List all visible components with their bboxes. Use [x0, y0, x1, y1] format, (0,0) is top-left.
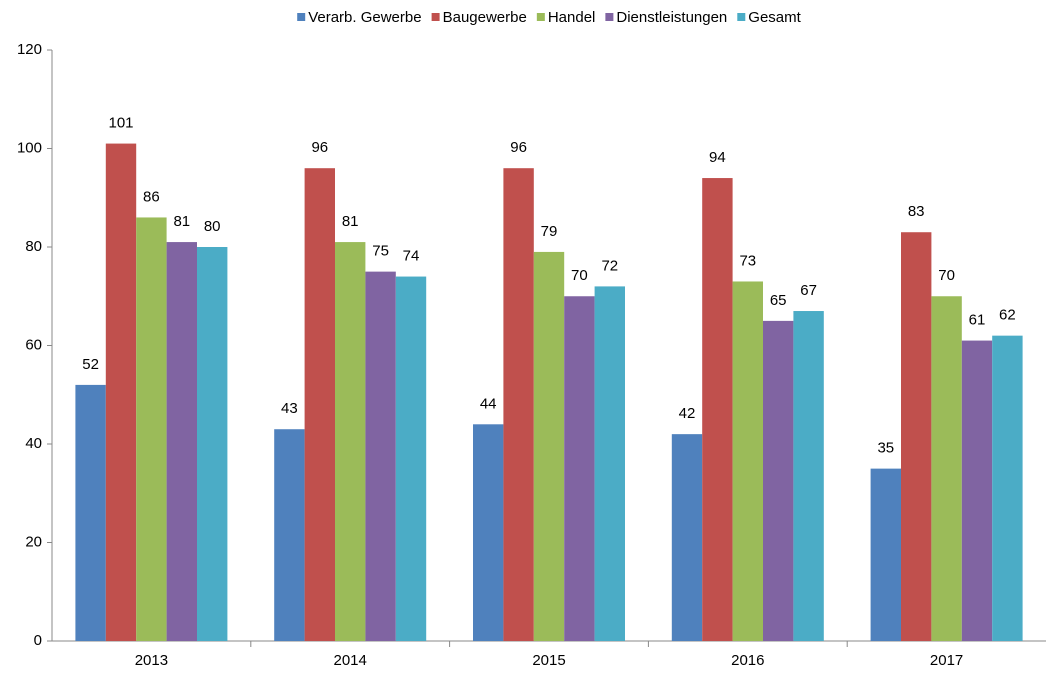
data-label: 74 — [403, 248, 420, 265]
legend-swatch — [737, 13, 746, 21]
bar — [166, 242, 197, 641]
legend-swatch — [297, 13, 306, 21]
bar — [671, 434, 703, 641]
bar — [274, 429, 305, 641]
bar — [702, 178, 733, 642]
bar — [197, 247, 228, 641]
data-label: 80 — [204, 218, 221, 235]
data-label: 79 — [541, 223, 558, 240]
data-label: 70 — [571, 267, 588, 284]
y-tick-label: 0 — [34, 632, 42, 649]
y-tick-label: 40 — [25, 435, 42, 452]
bar — [870, 468, 901, 641]
y-tick-label: 120 — [17, 41, 42, 58]
bar — [564, 296, 595, 641]
bar — [732, 281, 763, 641]
data-label: 44 — [480, 395, 497, 412]
bar — [533, 251, 565, 642]
data-label: 43 — [281, 400, 298, 417]
legend-swatch — [431, 13, 440, 21]
legend-label: Baugewerbe — [443, 9, 527, 26]
bar — [793, 311, 824, 641]
data-label: 67 — [800, 282, 817, 299]
x-tick-label: 2014 — [334, 652, 367, 669]
bar — [395, 276, 427, 641]
bar — [763, 320, 794, 641]
legend-swatch — [605, 13, 614, 21]
data-label: 72 — [601, 257, 618, 274]
x-tick-label: 2017 — [930, 652, 963, 669]
x-tick-label: 2016 — [731, 652, 764, 669]
y-tick-label: 80 — [25, 238, 42, 255]
data-label: 96 — [510, 139, 527, 156]
data-label: 101 — [108, 115, 133, 132]
data-label: 70 — [938, 267, 955, 284]
data-label: 81 — [173, 213, 190, 230]
y-tick-label: 60 — [25, 336, 42, 353]
bar — [365, 271, 396, 641]
data-label: 61 — [969, 312, 986, 329]
bar — [961, 340, 993, 641]
bar — [992, 335, 1023, 641]
data-label: 96 — [311, 139, 328, 156]
y-tick-label: 100 — [17, 139, 42, 156]
data-label: 83 — [908, 203, 925, 220]
data-label: 65 — [770, 292, 787, 309]
bar — [503, 168, 534, 641]
data-label: 94 — [709, 149, 726, 166]
bar — [473, 424, 504, 641]
data-label: 81 — [342, 213, 359, 230]
bar — [931, 296, 962, 641]
legend-label: Dienstleistungen — [616, 9, 727, 26]
bar — [335, 242, 366, 641]
data-label: 35 — [877, 440, 894, 457]
bar — [75, 384, 106, 641]
data-label: 73 — [739, 252, 756, 269]
data-label: 52 — [82, 356, 99, 373]
legend-label: Gesamt — [748, 9, 801, 26]
data-label: 42 — [679, 405, 696, 422]
legend-label: Handel — [548, 9, 596, 26]
y-tick-label: 20 — [25, 533, 42, 550]
bar — [136, 217, 167, 641]
data-label: 86 — [143, 188, 160, 205]
legend-label: Verarb. Gewerbe — [308, 9, 421, 26]
legend-swatch — [536, 13, 545, 21]
bar — [304, 168, 335, 641]
x-tick-label: 2013 — [135, 652, 168, 669]
data-label: 75 — [372, 243, 389, 260]
data-label: 62 — [999, 307, 1016, 324]
x-tick-label: 2015 — [532, 652, 565, 669]
bar — [901, 232, 932, 641]
bar — [594, 286, 625, 641]
bar — [105, 143, 137, 641]
